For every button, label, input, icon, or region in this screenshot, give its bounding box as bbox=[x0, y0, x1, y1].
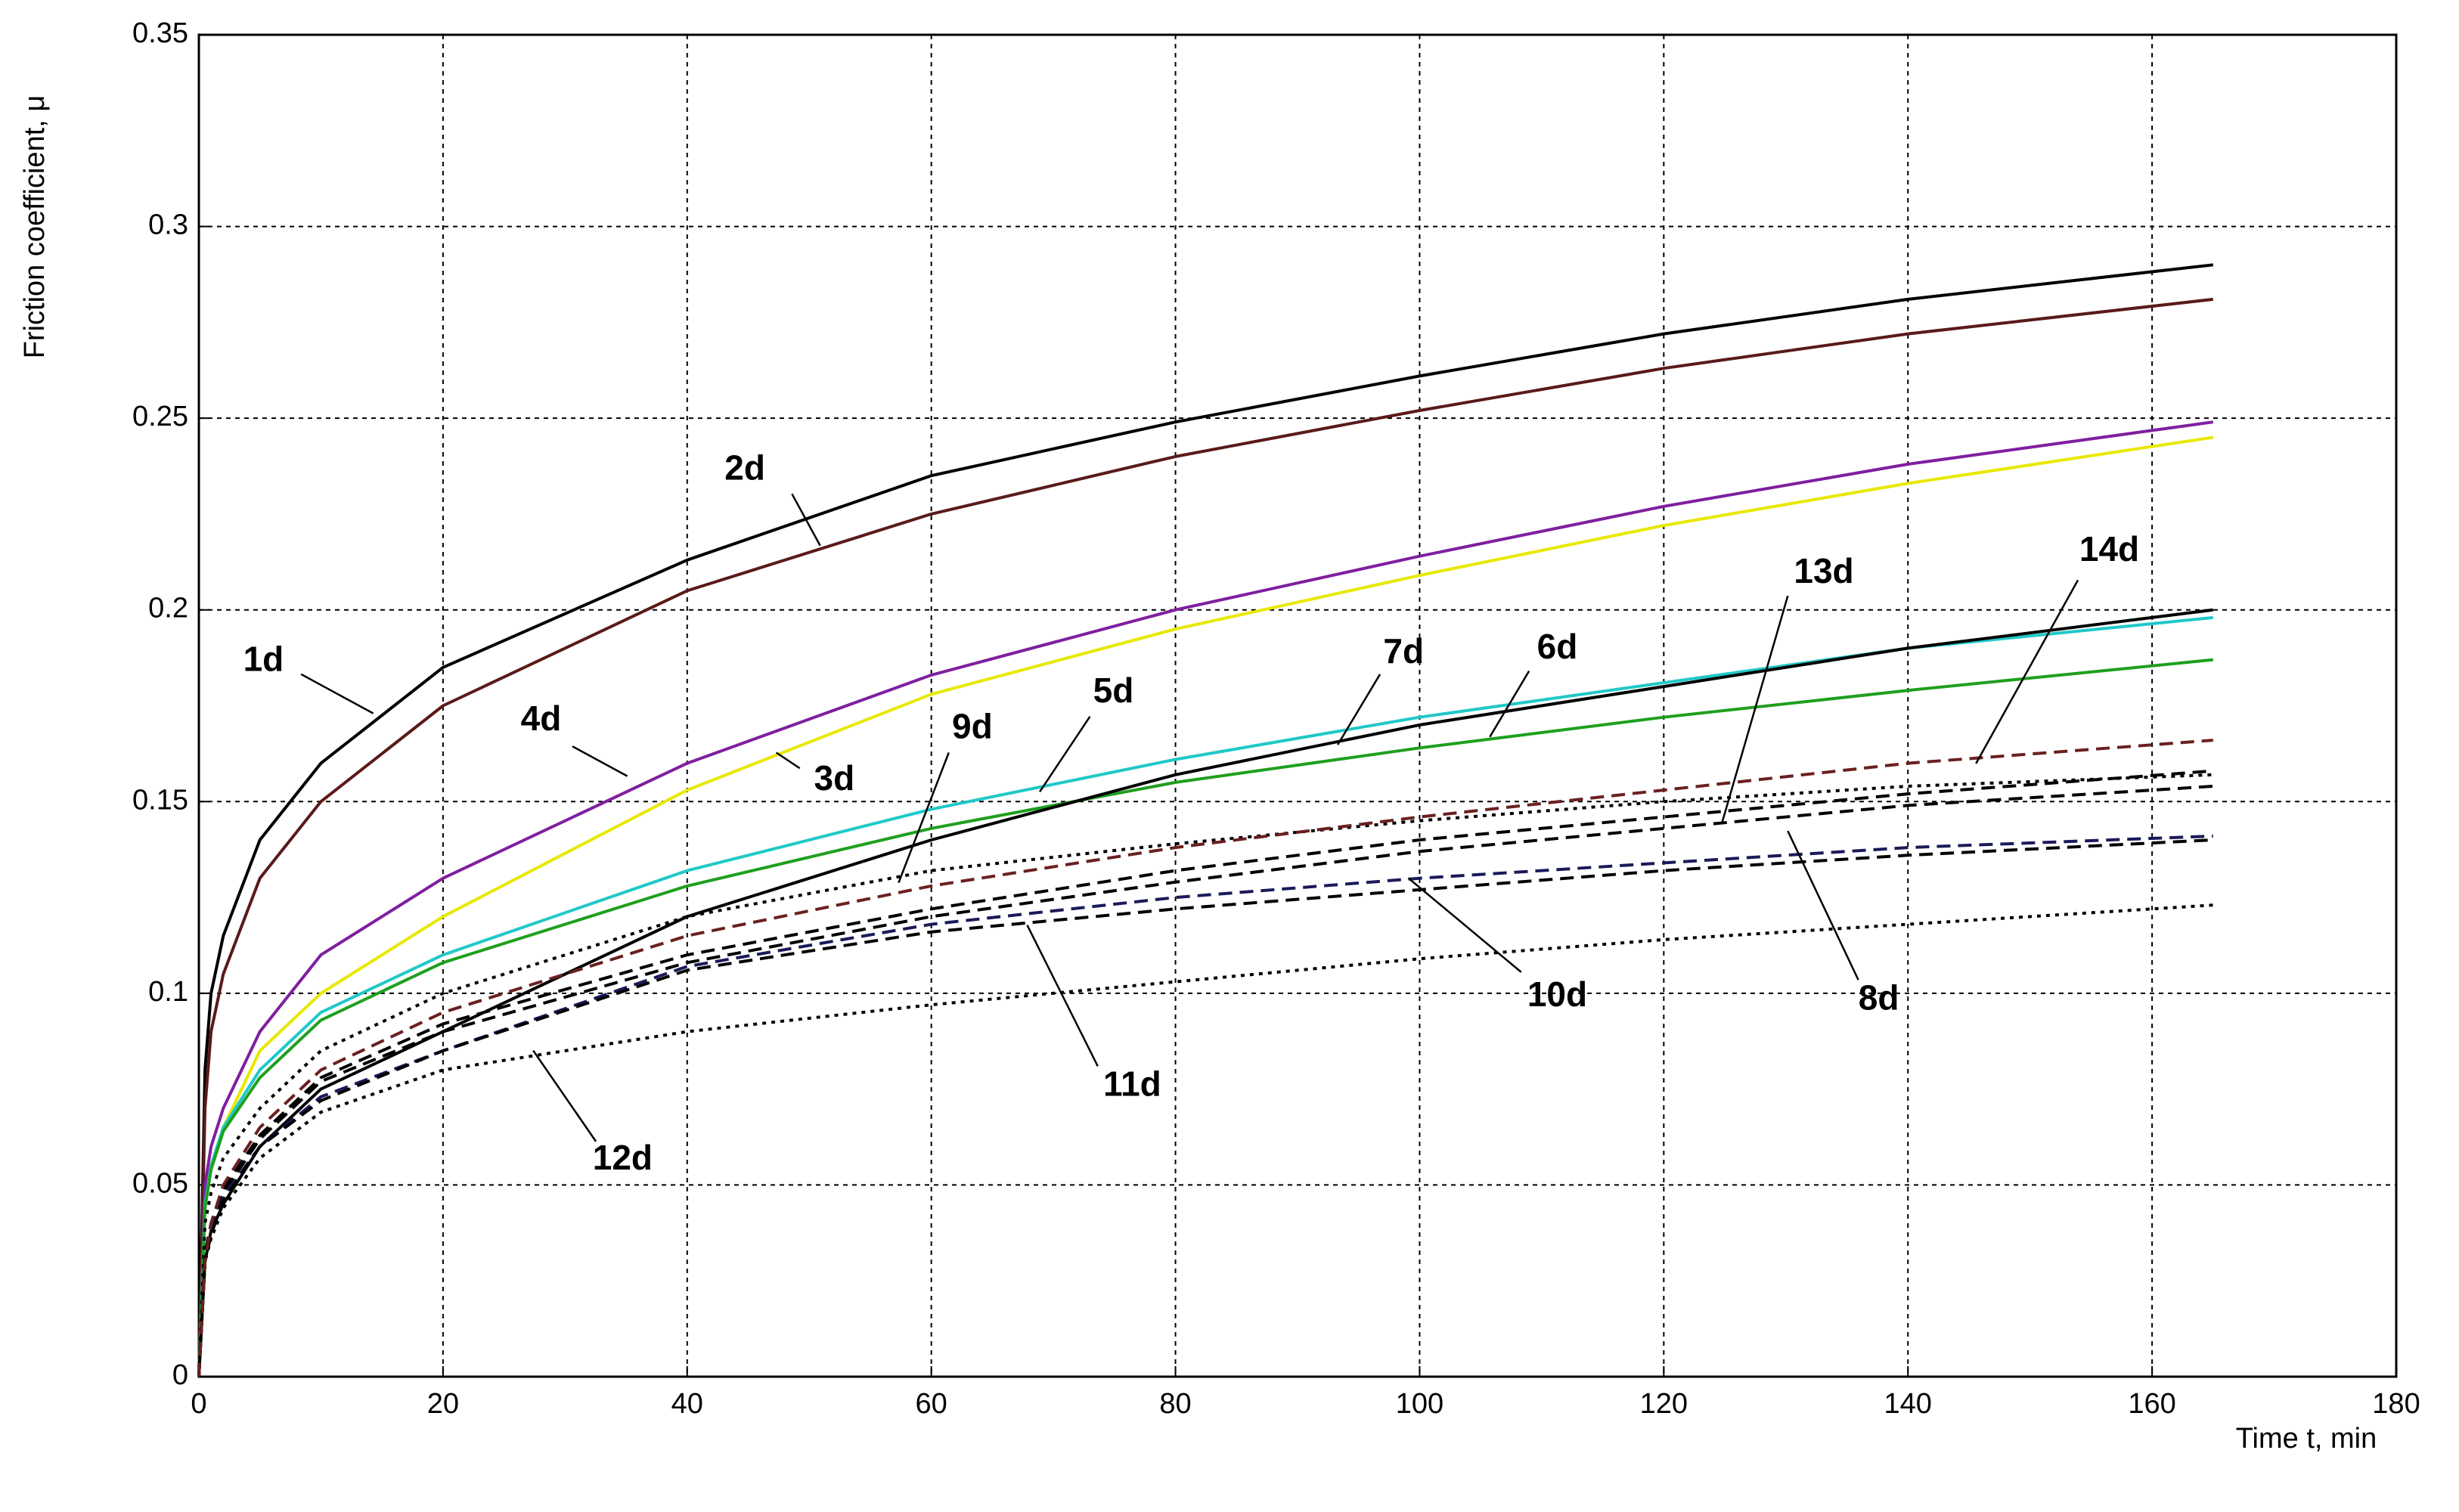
series-label: 2d bbox=[724, 448, 765, 487]
series-line bbox=[197, 739, 2213, 1377]
series-label: 11d bbox=[1103, 1064, 1161, 1103]
leader-line bbox=[532, 1049, 597, 1142]
x-tick-label: 20 bbox=[427, 1388, 459, 1420]
series-label: 13d bbox=[1794, 551, 1853, 590]
series-line bbox=[197, 297, 2214, 1377]
x-tick-label: 0 bbox=[191, 1388, 206, 1420]
x-tick-label: 40 bbox=[671, 1388, 703, 1420]
leader-line bbox=[775, 751, 801, 770]
y-tick-label: 0.1 bbox=[148, 976, 188, 1008]
y-tick-label: 0.2 bbox=[148, 593, 188, 624]
y-axis-label: Friction coefficient, μ bbox=[19, 95, 51, 359]
x-tick-label: 160 bbox=[2128, 1388, 2175, 1420]
leader-line bbox=[1489, 671, 1530, 738]
y-tick-label: 0.3 bbox=[148, 209, 188, 241]
leader-line bbox=[1039, 716, 1091, 793]
x-tick-label: 120 bbox=[1640, 1388, 1688, 1420]
leader-line bbox=[1026, 925, 1099, 1067]
series-label: 9d bbox=[952, 707, 993, 746]
series-label: 7d bbox=[1383, 631, 1424, 671]
y-tick-label: 0.05 bbox=[132, 1167, 188, 1199]
leader-line bbox=[1975, 579, 2079, 764]
series-line bbox=[197, 903, 2213, 1377]
series-line bbox=[197, 658, 2214, 1377]
y-tick-label: 0.15 bbox=[132, 784, 188, 816]
series-label: 14d bbox=[2079, 529, 2139, 569]
plot-frame bbox=[197, 33, 2398, 1378]
x-tick-label: 140 bbox=[1884, 1388, 1932, 1420]
leader-line bbox=[791, 493, 821, 547]
series-line bbox=[197, 773, 2213, 1377]
series-line bbox=[197, 420, 2214, 1377]
y-tick-label: 0.35 bbox=[132, 17, 188, 49]
series-line bbox=[197, 263, 2214, 1377]
series-label: 10d bbox=[1527, 974, 1587, 1014]
leader-line bbox=[572, 745, 628, 777]
series-label: 5d bbox=[1093, 671, 1134, 710]
y-tick-label: 0 bbox=[172, 1359, 188, 1391]
series-label: 3d bbox=[814, 758, 855, 798]
leader-line bbox=[1787, 830, 1859, 981]
leader-line bbox=[1407, 877, 1522, 973]
series-line bbox=[197, 838, 2213, 1377]
x-tick-label: 180 bbox=[2372, 1388, 2420, 1420]
series-label: 8d bbox=[1859, 978, 1899, 1017]
x-tick-label: 80 bbox=[1159, 1388, 1191, 1420]
leader-line bbox=[1721, 595, 1789, 824]
series-label: 4d bbox=[521, 699, 562, 738]
x-tick-label: 60 bbox=[916, 1388, 947, 1420]
leader-line bbox=[300, 673, 374, 714]
y-tick-label: 0.25 bbox=[132, 401, 188, 432]
leader-line bbox=[1337, 674, 1381, 745]
x-tick-label: 100 bbox=[1396, 1388, 1443, 1420]
x-axis-label: Time t, min bbox=[2236, 1423, 2377, 1455]
series-label: 12d bbox=[593, 1138, 653, 1177]
leader-line bbox=[898, 752, 950, 884]
series-label: 1d bbox=[243, 639, 284, 678]
series-label: 6d bbox=[1537, 627, 1578, 666]
